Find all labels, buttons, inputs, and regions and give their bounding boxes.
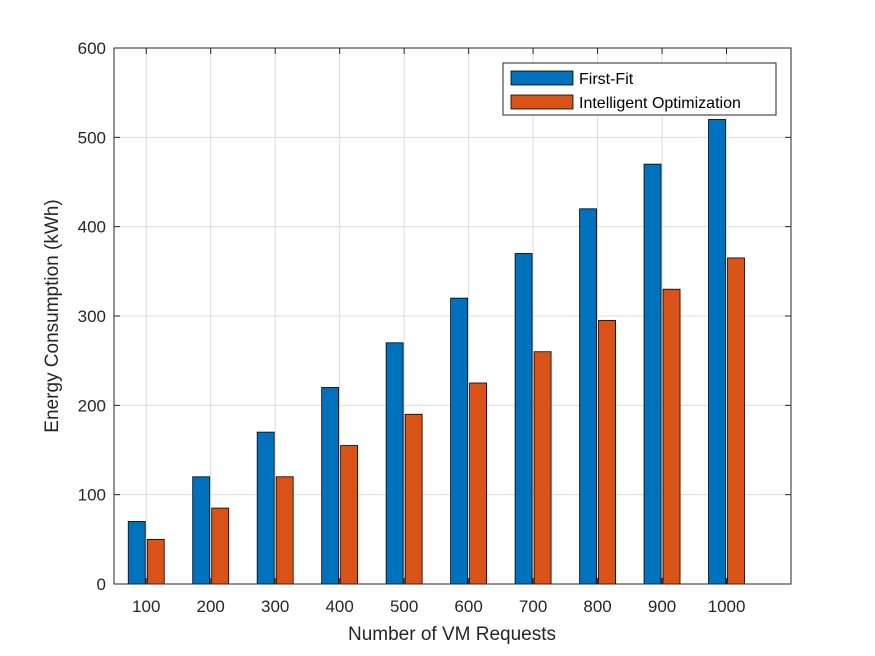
- x-tick-labels: 100 200 300 400 500 600 700 800 900 1000: [132, 597, 745, 616]
- bar-intelligent-optimization: [598, 320, 616, 585]
- bar-intelligent-optimization: [727, 257, 745, 585]
- bar-first-fit: [321, 387, 340, 585]
- legend: First-Fit Intelligent Optimization: [502, 62, 777, 116]
- x-tick-label: 500: [390, 597, 418, 616]
- grid: [114, 48, 791, 584]
- y-tick-label: 0: [97, 575, 106, 594]
- bar-first-fit: [643, 163, 662, 585]
- y-tick-label: 500: [78, 128, 106, 147]
- legend-label-intelligent-optimization: Intelligent Optimization: [579, 95, 741, 112]
- bar-intelligent-optimization: [211, 507, 230, 585]
- bar-intelligent-optimization: [146, 538, 165, 585]
- bars: [127, 119, 745, 585]
- x-tick-label: 200: [197, 597, 225, 616]
- x-axis-label: Number of VM Requests: [348, 624, 556, 645]
- x-tick-label: 900: [648, 597, 676, 616]
- legend-label-first-fit: First-Fit: [579, 71, 634, 88]
- y-tick-label: 400: [78, 218, 106, 237]
- bar-first-fit: [514, 253, 533, 585]
- x-tick-label: 800: [583, 597, 611, 616]
- tick-marks: [114, 47, 791, 585]
- y-axis-label: Energy Consumption (kWh): [42, 199, 63, 432]
- bar-first-fit: [385, 342, 404, 585]
- bar-intelligent-optimization: [662, 288, 681, 585]
- legend-swatch-intelligent-optimization: [510, 94, 574, 110]
- x-tick-label: 100: [132, 597, 160, 616]
- x-tick-label: 600: [454, 597, 482, 616]
- y-tick-label: 300: [78, 307, 106, 326]
- x-tick-label: 1000: [708, 597, 746, 616]
- y-tick-label: 600: [78, 39, 106, 58]
- bar-first-fit: [708, 119, 726, 585]
- bar-intelligent-optimization: [340, 445, 359, 585]
- x-tick-label: 700: [519, 597, 547, 616]
- x-tick-label: 300: [261, 597, 289, 616]
- bar-intelligent-optimization: [469, 382, 488, 585]
- y-tick-labels: 0 100 200 300 400 500 600: [78, 39, 106, 594]
- bar-first-fit: [127, 521, 146, 585]
- y-tick-label: 200: [78, 396, 106, 415]
- legend-swatch-first-fit: [510, 70, 574, 86]
- y-tick-label: 100: [78, 486, 106, 505]
- bar-first-fit: [256, 431, 275, 585]
- bar-intelligent-optimization: [275, 476, 294, 585]
- bar-intelligent-optimization: [404, 413, 423, 585]
- bar-first-fit: [192, 476, 211, 585]
- bar-intelligent-optimization: [533, 351, 552, 585]
- bar-first-fit: [450, 297, 469, 585]
- x-tick-label: 400: [325, 597, 353, 616]
- bar-first-fit: [579, 208, 597, 585]
